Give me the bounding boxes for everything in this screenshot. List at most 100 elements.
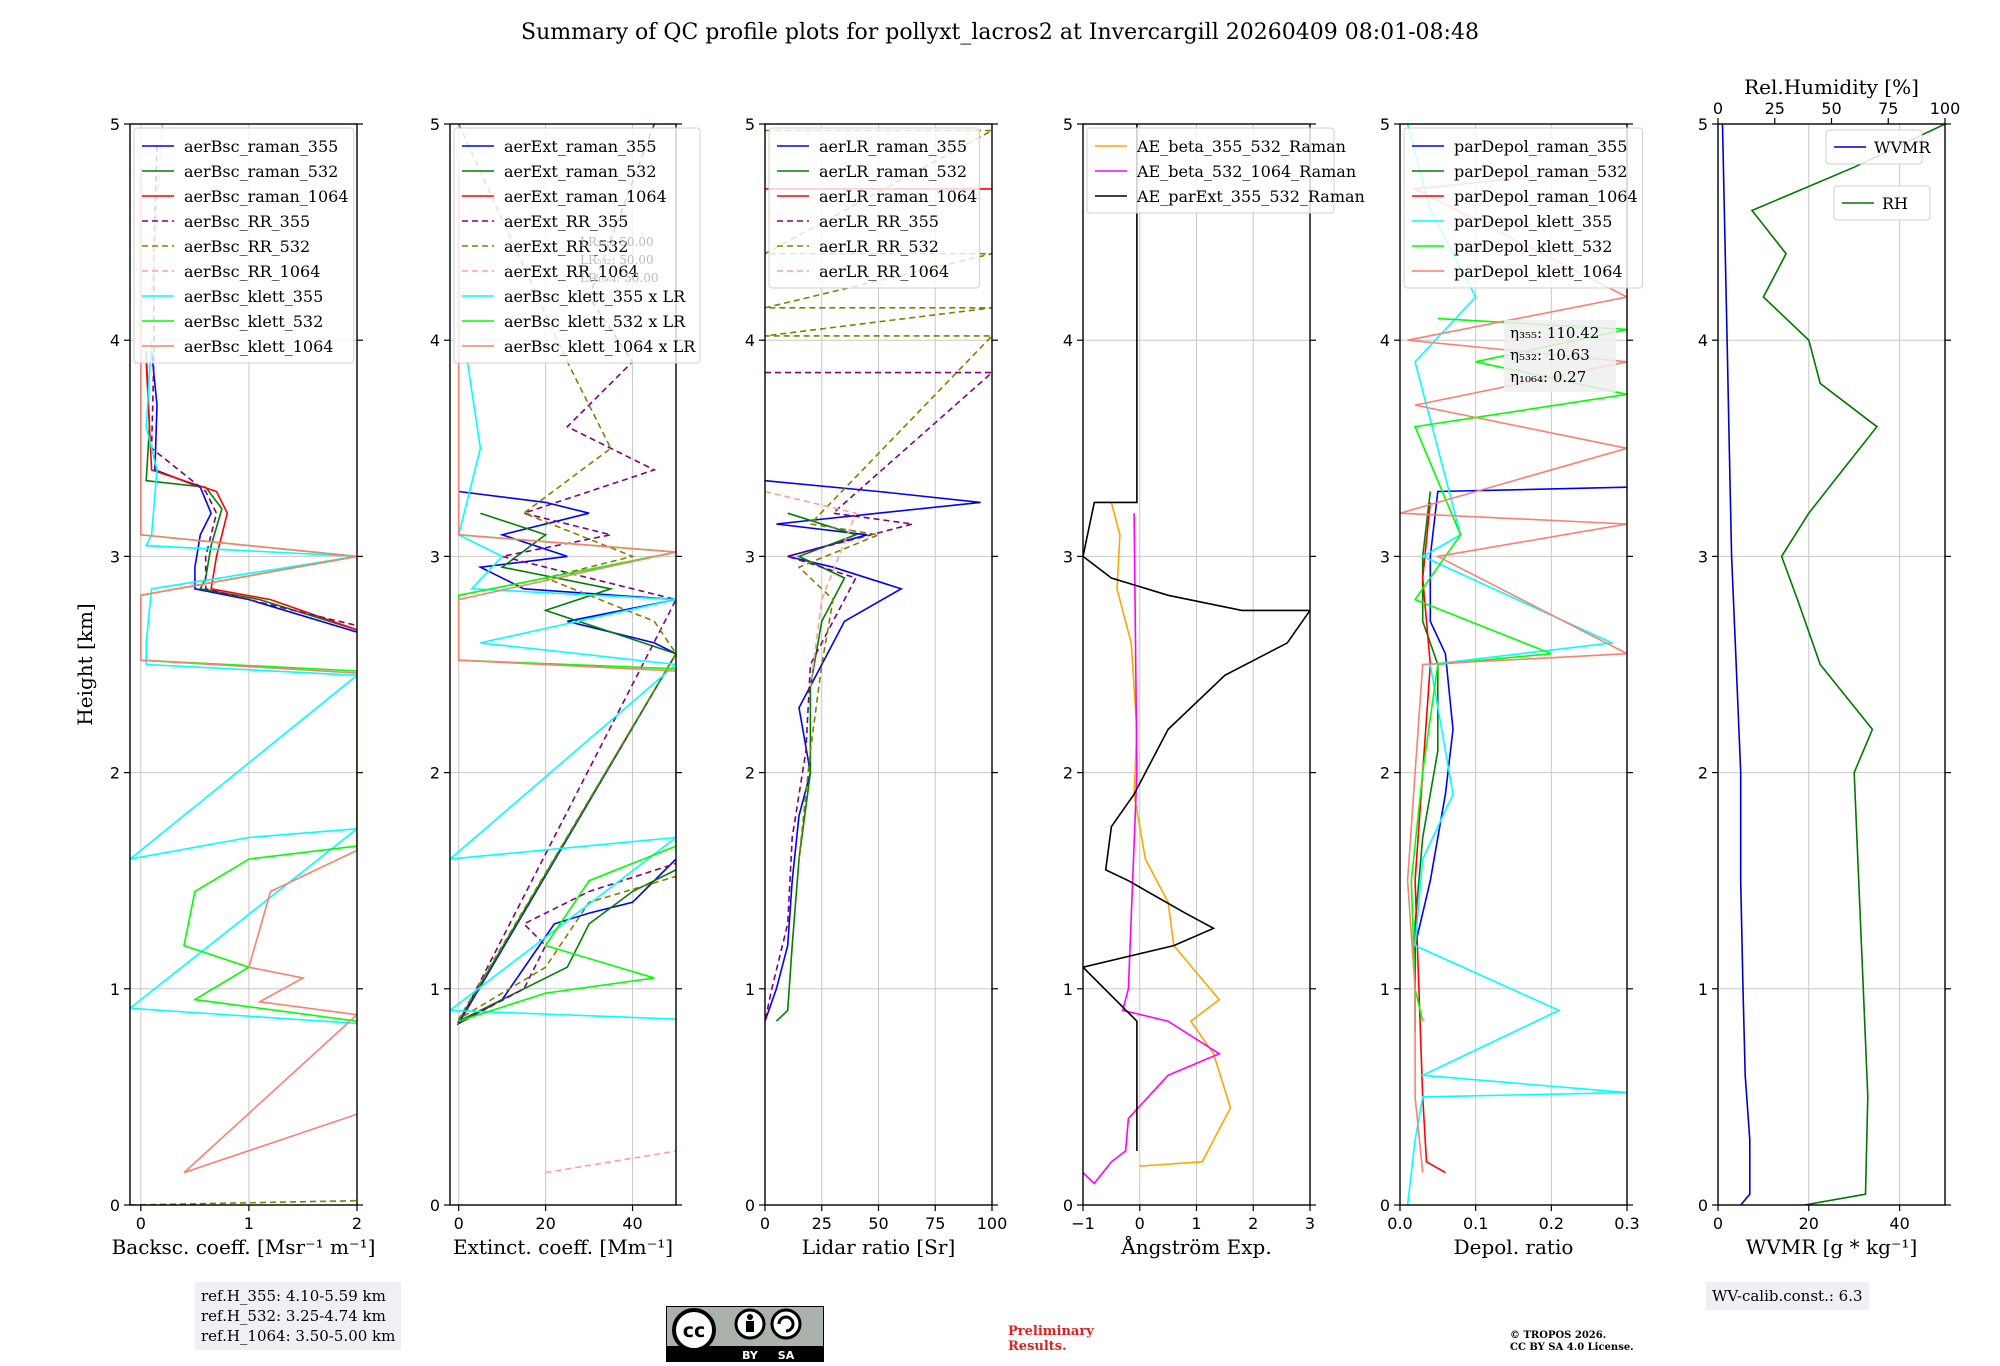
x-axis-label: Depol. ratio <box>1454 1235 1574 1259</box>
series-line-aerlr-raman-355 <box>765 479 981 1022</box>
annotation-text: η₅₃₂: 10.63 <box>1510 346 1590 364</box>
series-line-aerbsc-raman-1064 <box>145 361 357 631</box>
legend-label: AE_beta_532_1064_Raman <box>1136 162 1356 181</box>
y-tick-label: 4 <box>430 331 440 350</box>
panel-wvmr: 0 20 40 0 1 2 3 4 5 WVMR [g * kg⁻¹] 0 25 50 75 100 Rel.… <box>1698 75 1960 1259</box>
x-axis-label: Extinct. coeff. [Mm⁻¹] <box>453 1235 673 1259</box>
y-tick-label: 4 <box>110 331 120 350</box>
y-tick-label: 1 <box>1063 980 1073 999</box>
series-line-aerext-raman-355 <box>456 490 676 1026</box>
x-tick-label: 0 <box>1713 1214 1723 1233</box>
copyright-line-2: CC BY SA 4.0 License. <box>1510 1342 1634 1353</box>
y-tick-label: 1 <box>110 980 120 999</box>
legend-box <box>768 127 980 289</box>
series-line-rh <box>1750 124 1945 1205</box>
refh-1064: ref.H_1064: 3.50-5.00 km <box>201 1327 396 1345</box>
legend-label: parDepol_raman_1064 <box>1454 187 1638 206</box>
legend-label: aerBsc_klett_532 x LR <box>504 312 686 331</box>
legend-box <box>1086 127 1335 214</box>
legend-label: aerLR_RR_532 <box>819 237 939 256</box>
y-tick-label: 3 <box>430 547 440 566</box>
legend-label: aerLR_RR_1064 <box>819 262 949 281</box>
y-tick-label: 4 <box>1380 331 1390 350</box>
legend-label: aerBsc_RR_1064 <box>184 262 320 281</box>
legend-label: aerLR_RR_355 <box>819 212 939 231</box>
series-line-pardepol-klett-1064 <box>1400 166 1627 1173</box>
cc-by-text: BY <box>742 1349 759 1362</box>
y-tick-label: 0 <box>1380 1196 1390 1215</box>
series-line-aerbsc-klett-1064 <box>140 167 357 1174</box>
y-tick-label: 0 <box>110 1196 120 1215</box>
legend-label: parDepol_klett_532 <box>1454 237 1612 256</box>
y-tick-label: 3 <box>1698 547 1708 566</box>
axes-frame <box>1399 123 1628 1206</box>
legend-label: aerBsc_raman_532 <box>184 162 338 181</box>
y-tick-label: 2 <box>110 764 120 783</box>
series-group-wvmr <box>1721 124 1945 1205</box>
legend-box <box>133 127 355 364</box>
legend-label: aerExt_RR_1064 <box>504 262 639 281</box>
y-tick-label: 2 <box>1698 764 1708 783</box>
axes-frame <box>449 123 677 1206</box>
legend-label: aerBsc_raman_355 <box>184 137 338 156</box>
x-tick-label: 0.3 <box>1614 1214 1639 1233</box>
y-tick-label: 0 <box>1698 1196 1708 1215</box>
x2-axis-label: Rel.Humidity [%] <box>1744 75 1919 99</box>
y-tick-label: 2 <box>1063 764 1073 783</box>
legend-label: parDepol_klett_355 <box>1454 212 1612 231</box>
x2-tick-label: 50 <box>1821 99 1841 118</box>
x2-tick-label: 100 <box>1930 99 1961 118</box>
y-tick-label: 2 <box>745 764 755 783</box>
y-tick-label: 0 <box>430 1196 440 1215</box>
x-tick-label: 0.2 <box>1539 1214 1564 1233</box>
series-line-pardepol-klett-532 <box>1410 317 1627 1022</box>
annotation-box <box>1504 320 1616 392</box>
legend-label: aerBsc_klett_355 x LR <box>504 287 686 306</box>
legend-label: AE_beta_355_532_Raman <box>1136 137 1346 156</box>
y-tick-label: 5 <box>1380 115 1390 134</box>
legend-label: AE_parExt_355_532_Raman <box>1136 187 1365 206</box>
x-tick-label: 1 <box>244 1214 254 1233</box>
series-line-ae-beta-355-532-raman <box>1110 502 1232 1167</box>
series-line-aerbsc-klett-355 <box>130 340 357 1025</box>
x-tick-label: 50 <box>868 1214 888 1233</box>
legend-label: aerExt_RR_532 <box>504 237 628 256</box>
legend-label: parDepol_raman_355 <box>1454 137 1627 156</box>
series-line-pardepol-raman-355 <box>1414 486 1627 989</box>
panel-lidarratio: 0 25 50 75 100 0 1 2 3 4 5 Lidar ratio [Sr] aerLR_ra… <box>745 115 1007 1259</box>
figure-title: Summary of QC profile plots for pollyxt_… <box>521 20 1479 45</box>
series-line-aerbsc-klett-1064-x-lr <box>457 167 676 672</box>
legend-label: aerLR_raman_532 <box>819 162 967 181</box>
annotation-text: η₃₅₅: 110.42 <box>1510 324 1599 342</box>
series-line-aerext-rr-355 <box>456 124 676 1026</box>
cc-by-sa-icon: cc BY SA <box>665 1305 825 1363</box>
refh-532: ref.H_532: 3.25-4.74 km <box>201 1307 386 1325</box>
series-line-ae-beta-532-1064-raman <box>1083 513 1221 1185</box>
legend-label: aerBsc_klett_532 <box>184 312 323 331</box>
y-tick-label: 3 <box>745 547 755 566</box>
y-tick-label: 1 <box>430 980 440 999</box>
y-tick-label: 5 <box>110 115 120 134</box>
cc-license-badge: cc BY SA <box>665 1305 825 1366</box>
legend-box <box>453 127 701 364</box>
axes-frame <box>129 123 358 1206</box>
series-group-angstrom <box>1083 124 1310 1185</box>
y-tick-label: 4 <box>1698 331 1708 350</box>
x-tick-label: 25 <box>812 1214 832 1233</box>
y-tick-label: 4 <box>1063 331 1073 350</box>
x-tick-label: 1 <box>1191 1214 1201 1233</box>
legend-label: aerExt_raman_532 <box>504 162 657 181</box>
x-tick-label: 2 <box>1248 1214 1258 1233</box>
copyright-note: © TROPOS 2026. CC BY SA 4.0 License. <box>1510 1330 1634 1354</box>
series-line-ae-parext-355-532-raman <box>1083 124 1310 1151</box>
x2-tick-label: 25 <box>1765 99 1785 118</box>
copyright-line-1: © TROPOS 2026. <box>1510 1330 1607 1341</box>
legend-label: aerExt_raman_1064 <box>504 187 667 206</box>
legend-label: RH <box>1882 194 1908 213</box>
refh-box: ref.H_355: 4.10-5.59 km ref.H_532: 3.25-… <box>195 1282 402 1350</box>
x-tick-label: 40 <box>1889 1214 1909 1233</box>
legend-label: parDepol_raman_532 <box>1454 162 1627 181</box>
wv-calib-const: WV-calib.const.: 6.3 <box>1712 1287 1863 1305</box>
y-tick-label: 0 <box>745 1196 755 1215</box>
